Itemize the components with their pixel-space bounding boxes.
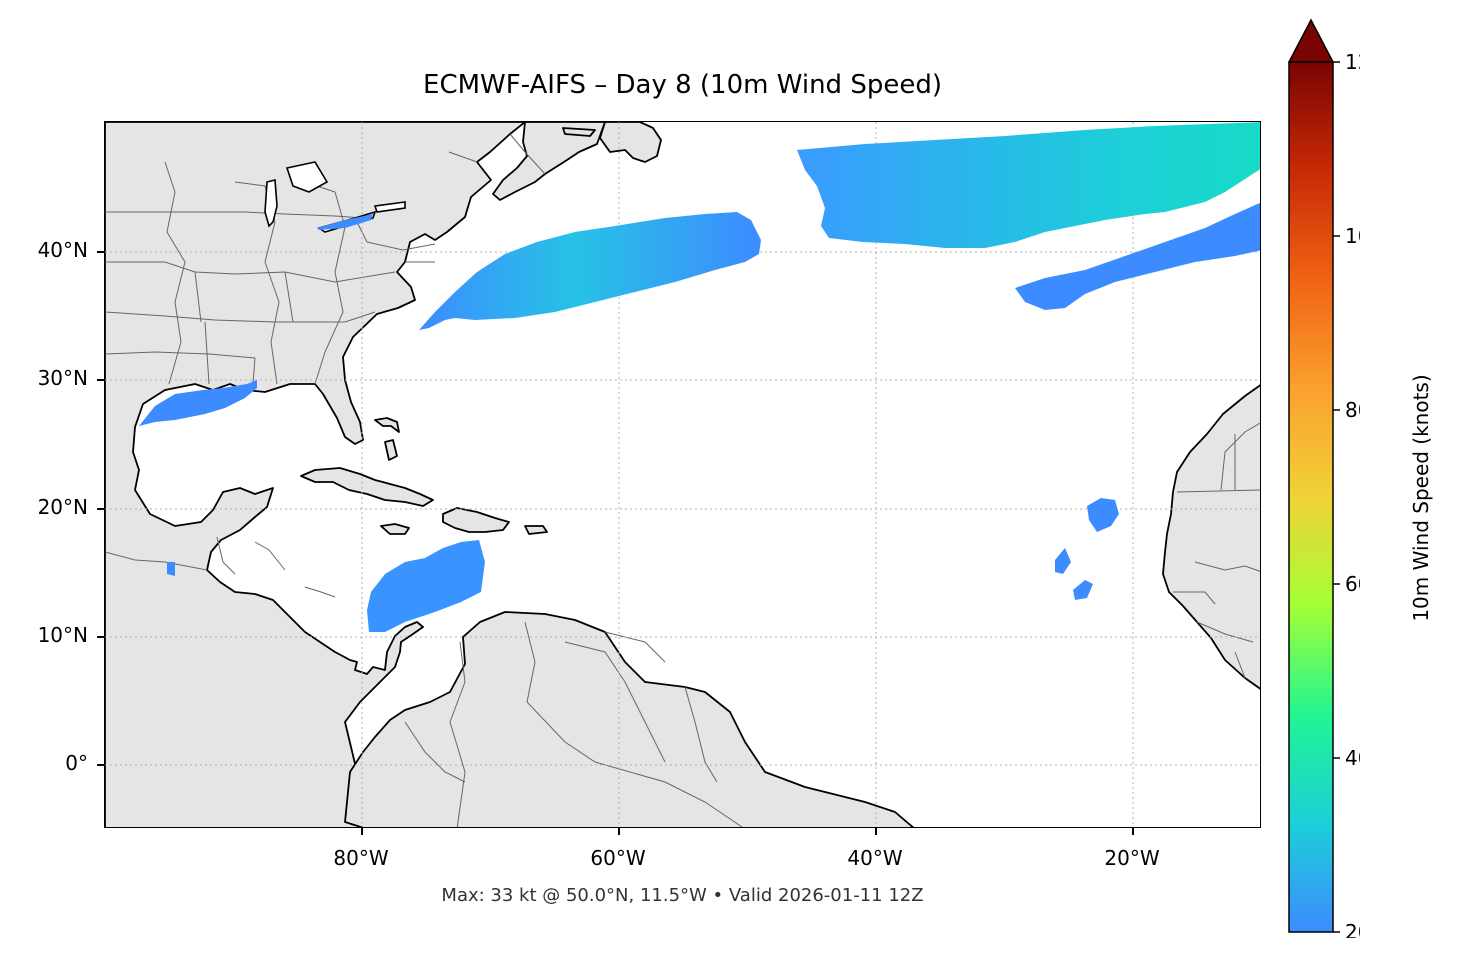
colorbar: 20 40 60 80 100 120 [1287,18,1360,938]
lake-huron [285,161,329,193]
lon-label-60w: 60°W [590,846,646,870]
cuba-land [300,467,434,507]
colorbar-label: 10m Wind Speed (knots) [1409,374,1433,622]
wind-field-cape-verde-3 [1073,580,1093,600]
south-america-land [344,611,915,827]
jamaica-land [380,523,410,535]
colorbar-tick-label: 100 [1345,224,1360,248]
bahamas-land [374,417,400,433]
africa-land [1162,384,1260,690]
political-borders [105,133,1260,827]
x-tick-mark [361,828,363,835]
x-tick-mark [875,828,877,835]
lat-label-40n: 40°N [37,238,88,262]
lake-ontario [373,201,406,213]
y-tick-mark [97,508,104,510]
land-masses [105,122,1260,827]
lat-label-10n: 10°N [37,623,88,647]
wind-speed-fields [139,122,1260,632]
puerto-rico-land [524,525,548,535]
lake-michigan [264,178,278,228]
colorbar-tick-label: 40 [1345,746,1360,770]
lat-label-30n: 30°N [37,366,88,390]
colorbar-tick-label: 60 [1345,572,1360,596]
colorbar-ticks: 20 40 60 80 100 120 [1333,50,1360,938]
map-canvas [105,122,1260,827]
max-valid-caption: Max: 33 kt @ 50.0°N, 11.5°W • Valid 2026… [441,885,924,906]
y-tick-mark [97,636,104,638]
lon-label-20w: 20°W [1104,846,1160,870]
hispaniola-land [442,507,510,533]
anticosti-land [562,127,596,137]
map-panel[interactable] [104,121,1261,828]
x-tick-mark [618,828,620,835]
y-tick-mark [97,379,104,381]
y-tick-mark [97,764,104,766]
y-tick-mark [97,251,104,253]
wind-field-pacific [167,562,175,576]
wind-field-north-atlantic-west [419,212,761,330]
wind-field-cape-verde-1 [1087,498,1119,532]
wind-field-caribbean [367,540,485,632]
wind-field-cape-verde-2 [1055,548,1071,574]
x-tick-mark [1132,828,1134,835]
bahamas-land-2 [384,439,398,461]
wind-field-great-lakes [317,214,373,230]
lon-label-40w: 40°W [847,846,903,870]
colorbar-extend-arrow [1287,18,1335,63]
newfoundland-land [599,122,662,163]
colorbar-tick-label: 20 [1345,920,1360,938]
nova-scotia-land [492,122,606,201]
lon-label-80w: 80°W [333,846,389,870]
map-title: ECMWF-AIFS – Day 8 (10m Wind Speed) [423,70,942,100]
lat-label-20n: 20°N [37,495,88,519]
colorbar-tick-label: 120 [1345,50,1360,74]
wind-field-gulf-of-mexico [139,380,257,426]
wind-field-north-atlantic-east [797,122,1260,248]
north-america-land [105,122,526,827]
lat-label-0: 0° [65,751,88,775]
colorbar-tick-label: 80 [1345,398,1360,422]
wind-field-north-atlantic-tail [1015,202,1260,310]
colorbar-gradient [1288,61,1334,933]
